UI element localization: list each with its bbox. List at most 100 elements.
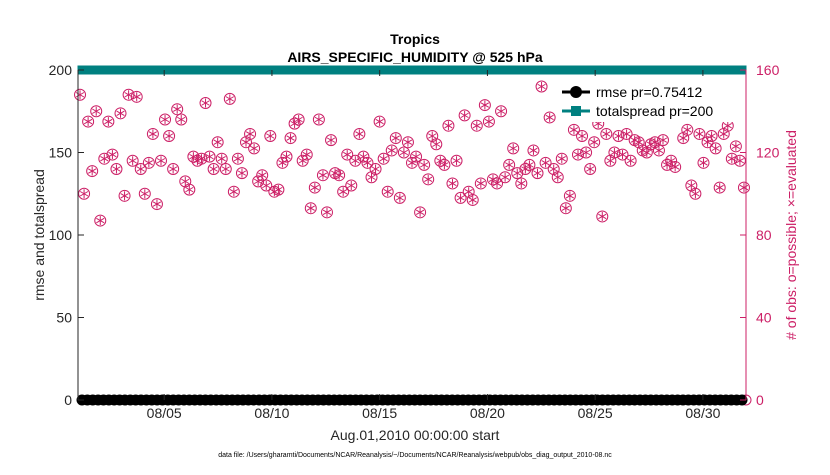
totalspread-marker xyxy=(125,65,135,75)
x-tick-label: 08/15 xyxy=(362,405,397,421)
obs-evaluated-point xyxy=(294,115,303,124)
obs-evaluated-stroke xyxy=(241,139,251,145)
obs-possible-point xyxy=(288,117,301,130)
obs-possible-point xyxy=(219,163,232,175)
obs-possible-point xyxy=(260,179,273,192)
obs-possible-point xyxy=(377,152,390,165)
obs-possible-point xyxy=(543,111,556,124)
obs-evaluated-point xyxy=(314,115,324,124)
obs-evaluated-point xyxy=(221,164,230,174)
obs-evaluated-point xyxy=(476,178,485,188)
obs-evaluated-point xyxy=(598,211,607,221)
obs-possible-point xyxy=(118,189,131,202)
obs-evaluated-point xyxy=(375,117,384,127)
obs-evaluated-stroke xyxy=(258,172,267,178)
obs-evaluated-stroke xyxy=(440,162,449,168)
obs-possible-point xyxy=(365,171,378,184)
obs-evaluated-stroke xyxy=(140,191,149,197)
obs-possible-point xyxy=(624,154,637,167)
totalspread-marker xyxy=(699,65,709,75)
totalspread-marker xyxy=(614,65,624,75)
y-left-tick-label: 200 xyxy=(49,62,73,78)
totalspread-marker xyxy=(109,65,119,75)
totalspread-marker xyxy=(340,65,350,75)
obs-evaluated-stroke xyxy=(326,137,336,143)
obs-evaluated-stroke xyxy=(683,127,692,133)
obs-evaluated-point xyxy=(468,195,477,205)
obs-possible-point xyxy=(369,163,382,175)
totalspread-marker xyxy=(673,65,683,75)
obs-evaluated-stroke xyxy=(318,172,328,178)
totalspread-marker xyxy=(351,65,361,75)
totalspread-marker xyxy=(581,65,591,75)
totalspread-marker xyxy=(404,65,414,75)
obs-possible-point xyxy=(551,171,564,184)
totalspread-marker xyxy=(227,65,237,75)
totalspread-marker xyxy=(710,65,720,75)
obs-evaluated-point xyxy=(144,158,154,168)
obs-evaluated-point xyxy=(606,156,615,166)
obs-evaluated-stroke xyxy=(691,191,700,197)
x-tick-label: 08/30 xyxy=(685,405,720,421)
totalspread-marker xyxy=(410,65,420,75)
obs-evaluated-stroke xyxy=(363,160,372,166)
obs-evaluated-point xyxy=(525,160,534,170)
totalspread-marker xyxy=(469,65,479,75)
totalspread-marker xyxy=(276,65,286,75)
totalspread-marker xyxy=(388,65,398,75)
obs-evaluated-stroke xyxy=(492,180,502,187)
obs-evaluated-point xyxy=(411,152,421,162)
obs-evaluated-point xyxy=(92,106,101,116)
obs-evaluated-stroke xyxy=(452,158,461,164)
y-axis-left-label: rmse and totalspread xyxy=(31,169,47,301)
obs-possible-point xyxy=(527,144,540,157)
obs-possible-point xyxy=(701,136,714,149)
totalspread-marker xyxy=(361,65,371,75)
totalspread-marker xyxy=(587,65,597,75)
obs-evaluated-point xyxy=(500,172,510,182)
obs-evaluated-point xyxy=(541,158,550,168)
totalspread-marker xyxy=(630,65,640,75)
line-series-layer xyxy=(76,65,748,406)
obs-evaluated-point xyxy=(440,160,449,170)
obs-possible-point xyxy=(373,115,386,128)
obs-evaluated-point xyxy=(444,121,453,131)
obs-evaluated-stroke xyxy=(237,170,247,176)
obs-possible-point xyxy=(240,136,253,149)
obs-evaluated-stroke xyxy=(569,127,579,133)
obs-evaluated-point xyxy=(88,166,97,176)
totalspread-marker xyxy=(233,65,243,75)
totalspread-marker xyxy=(222,65,232,75)
obs-possible-point xyxy=(150,198,163,211)
obs-evaluated-stroke xyxy=(278,160,287,166)
obs-evaluated-stroke xyxy=(395,195,405,201)
obs-evaluated-stroke xyxy=(120,193,129,199)
totalspread-marker xyxy=(657,65,667,75)
obs-evaluated-point xyxy=(108,150,117,160)
obs-evaluated-stroke xyxy=(509,145,518,152)
obs-possible-point xyxy=(491,177,504,190)
legend-rmse-label: rmse pr=0.75412 xyxy=(596,84,702,100)
totalspread-marker xyxy=(345,65,355,75)
totalspread-marker xyxy=(431,65,441,75)
obs-evaluated-stroke xyxy=(695,131,704,137)
totalspread-marker xyxy=(517,65,527,75)
obs-possible-point xyxy=(434,154,447,167)
obs-possible-point xyxy=(600,127,613,140)
obs-possible-point xyxy=(316,169,329,182)
obs-evaluated-point xyxy=(213,137,222,147)
obs-evaluated-stroke xyxy=(622,131,631,137)
obs-evaluated-stroke xyxy=(343,151,352,158)
totalspread-marker xyxy=(308,65,318,75)
obs-evaluated-stroke xyxy=(565,193,575,199)
obs-evaluated-stroke xyxy=(233,156,243,162)
totalspread-marker xyxy=(463,65,473,75)
obs-possible-point xyxy=(325,134,338,147)
totalspread-marker xyxy=(533,65,543,75)
obs-evaluated-stroke xyxy=(355,131,364,137)
obs-evaluated-stroke xyxy=(116,110,125,116)
obs-evaluated-point xyxy=(670,162,680,172)
obs-evaluated-point xyxy=(205,152,214,162)
obs-evaluated-stroke xyxy=(699,160,708,166)
